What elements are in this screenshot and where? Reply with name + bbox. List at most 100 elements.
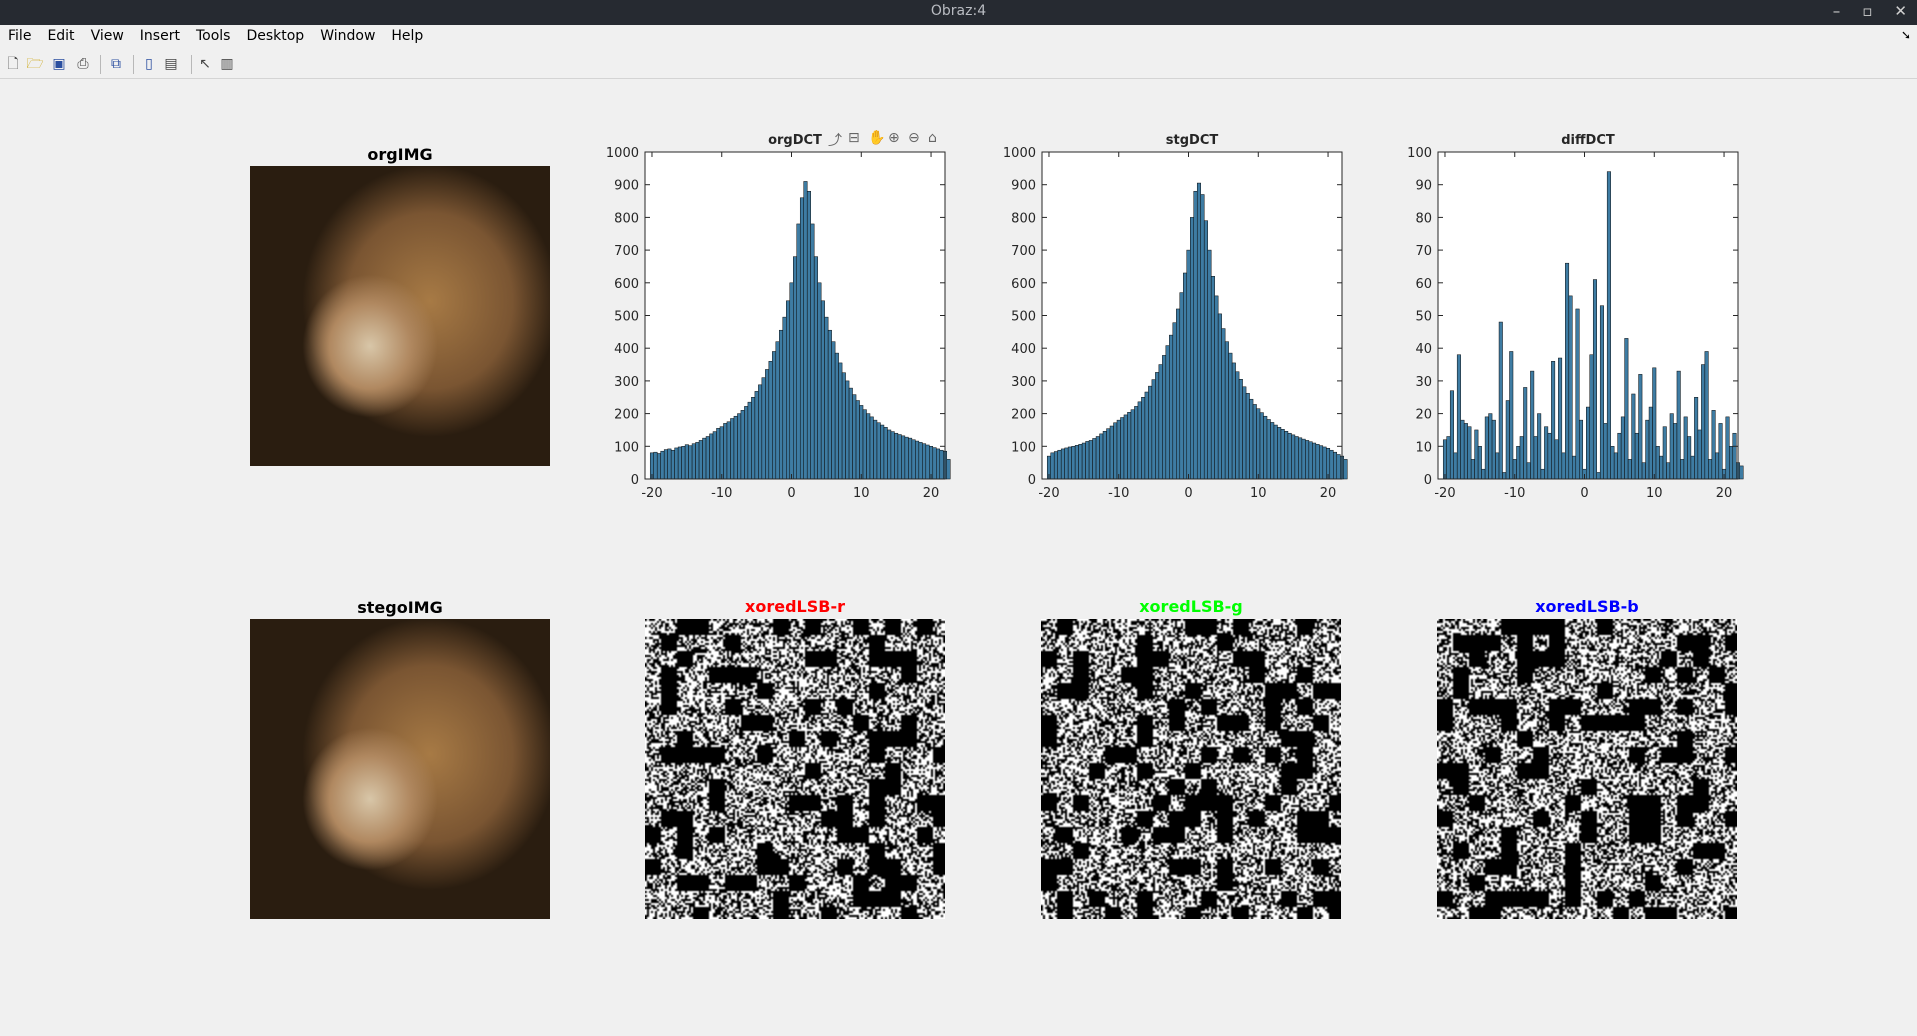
y-tick-label: 0 (1424, 473, 1432, 488)
histogram-bar (1050, 452, 1055, 480)
axes-zoom-in-icon[interactable]: ⊕ (888, 130, 900, 146)
histogram-bar (660, 450, 665, 480)
histogram-bar (1544, 426, 1549, 480)
menu-edit[interactable]: Edit (47, 28, 75, 44)
histogram-bar (1193, 190, 1198, 480)
histogram-bar (653, 451, 658, 480)
menu-insert[interactable]: Insert (139, 28, 180, 44)
histogram-bar (1704, 351, 1709, 480)
histogram-bar (786, 300, 791, 480)
histogram-bar (1249, 398, 1254, 480)
diff-dct-chart[interactable]: diffDCT 0 10 20 30 40 50 60 70 80 90 100 -20 -10 0 10 20 (1383, 130, 1744, 505)
open-file-icon[interactable]: 🗁 (26, 56, 44, 72)
histogram-bar (1568, 295, 1573, 480)
y-tick-label: 300 (1011, 375, 1036, 390)
histogram-bar (1708, 459, 1713, 480)
histogram-bar (740, 410, 745, 480)
minimize-icon[interactable]: – (1832, 2, 1841, 20)
histogram-bar (1078, 444, 1083, 480)
histogram-bar (1214, 295, 1219, 480)
maximize-icon[interactable]: ▫ (1862, 2, 1873, 20)
title-bar: Obraz:4 – ▫ ✕ (0, 0, 1917, 25)
menu-file[interactable]: File (8, 28, 32, 44)
histogram-bar (820, 300, 825, 480)
histogram-bar (782, 316, 787, 480)
axes-home-icon[interactable]: ⌂ (928, 130, 937, 146)
y-tick-label: 700 (1011, 244, 1036, 259)
pointer-icon[interactable]: ↖ (199, 56, 211, 72)
histogram-bar (779, 329, 784, 480)
histogram-bar (674, 447, 679, 480)
menu-view[interactable]: View (90, 28, 124, 44)
y-tick-label: 100 (1011, 440, 1036, 455)
histogram-bar (1155, 372, 1160, 480)
x-tick-label: -20 (1038, 486, 1059, 501)
stg-dct-chart[interactable]: stgDCT01002003004005006007008009001000-2… (987, 130, 1348, 505)
histogram-bar (719, 426, 724, 480)
histogram-bar (1547, 432, 1552, 480)
colorbar-icon[interactable]: ▯ (145, 56, 153, 72)
histogram-bar (1610, 446, 1615, 480)
histogram-bar (663, 449, 668, 480)
x-tick-label: -20 (1434, 486, 1455, 501)
axes-zoom-out-icon[interactable]: ⊖ (908, 130, 920, 146)
histogram-bar (1652, 367, 1657, 480)
link-icon[interactable]: ⧉ (111, 56, 121, 72)
print-icon[interactable]: ⎙ (77, 56, 89, 72)
x-tick-label: 20 (1320, 486, 1337, 501)
histogram-bar (796, 223, 801, 480)
save-icon[interactable]: ▣ (52, 56, 66, 72)
histogram-bar (1224, 341, 1229, 480)
histogram-bar (733, 415, 738, 480)
histogram-bar (1308, 441, 1313, 480)
axes-datatip-icon[interactable]: ⊟ (848, 130, 860, 146)
histogram-bar (1252, 404, 1257, 480)
histogram-bar (918, 442, 923, 480)
histogram-bar (1183, 272, 1188, 480)
y-tick-label: 80 (1415, 211, 1432, 226)
histogram-bar (730, 418, 735, 480)
histogram-bar (1109, 425, 1114, 480)
menu-tools[interactable]: Tools (195, 28, 231, 44)
histogram-bar (1172, 322, 1177, 480)
histogram-bar (1655, 446, 1660, 480)
property-inspector-icon[interactable]: ▥ (220, 56, 234, 72)
menu-window[interactable]: Window (320, 28, 376, 44)
histogram-bar (1256, 408, 1261, 480)
histogram-bar (845, 380, 850, 480)
dock-arrow-icon[interactable]: ➘ (1900, 28, 1911, 42)
x-tick-label: 10 (1250, 486, 1267, 501)
histogram-bar (1123, 414, 1128, 480)
histogram-bar (1533, 436, 1538, 480)
histogram-bar (936, 448, 941, 480)
window-title: Obraz:4 (930, 3, 987, 19)
histogram-bar (712, 431, 717, 480)
axes-export-icon[interactable]: ⤴ (828, 133, 842, 149)
x-tick-label: -20 (641, 486, 662, 501)
histogram-bar (1270, 422, 1275, 480)
menu-help[interactable]: Help (391, 28, 424, 44)
histogram-bar (1284, 431, 1289, 480)
org-dct-chart[interactable]: orgDCT01002003004005006007008009001000-2… (590, 130, 951, 505)
histogram-bar (1291, 434, 1296, 480)
y-tick-label: 200 (1011, 408, 1036, 423)
histogram-bar (1442, 439, 1447, 480)
histogram-bar (1561, 452, 1566, 480)
legend-icon[interactable]: ▤ (164, 56, 178, 72)
histogram-bar (698, 440, 703, 480)
histogram-bar (1488, 413, 1493, 480)
histogram-bar (1645, 419, 1650, 480)
axes-pan-icon[interactable]: ✋ (868, 130, 886, 146)
new-figure-icon[interactable]: 🗋 (7, 56, 19, 72)
histogram-bar (1579, 419, 1584, 480)
stego-image (250, 619, 550, 919)
histogram-bar (1102, 431, 1107, 480)
histogram-bar (1502, 472, 1507, 480)
menu-desktop[interactable]: Desktop (246, 28, 305, 44)
histogram-bar (925, 444, 930, 480)
y-tick-label: 40 (1415, 342, 1432, 357)
histogram-bar (1711, 410, 1716, 480)
close-icon[interactable]: ✕ (1894, 2, 1907, 20)
histogram-bar (1662, 426, 1667, 480)
histogram-bar (932, 447, 937, 480)
